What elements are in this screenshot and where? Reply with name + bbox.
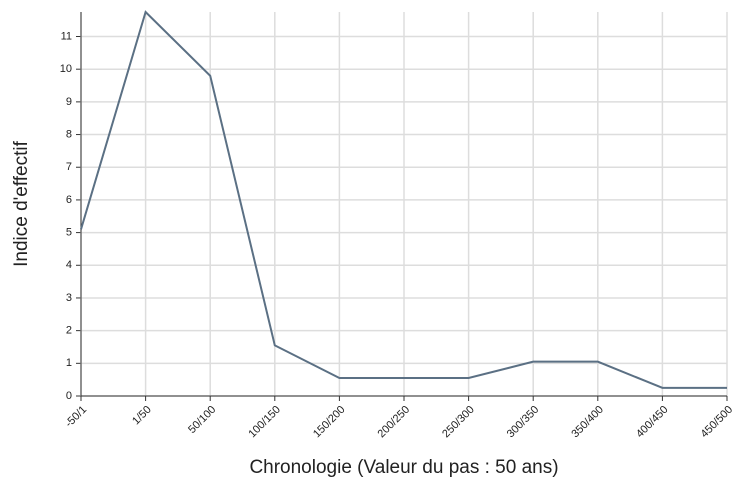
y-tick-label: 10: [60, 63, 72, 75]
y-tick-label: 2: [66, 325, 72, 337]
x-tick-label: 150/200: [311, 404, 348, 441]
y-tick-label: 6: [66, 194, 72, 206]
x-tick-label: 450/500: [699, 404, 736, 441]
x-tick-label: 350/400: [569, 404, 606, 441]
y-tick-label: 9: [66, 96, 72, 108]
y-tick-label: 5: [66, 227, 72, 239]
x-tick-label: 250/300: [440, 404, 477, 441]
x-tick-label: 1/50: [130, 404, 154, 428]
x-tick-label: 50/100: [186, 404, 218, 436]
y-tick-label: 11: [61, 30, 72, 42]
y-tick-label: 0: [66, 390, 72, 402]
x-tick-label: -50/1: [63, 404, 89, 430]
y-axis-label: Indice d'effectif: [11, 140, 32, 267]
y-tick-label: 8: [66, 128, 72, 140]
x-tick-label: 200/250: [376, 404, 413, 441]
x-axis-label: Chronologie (Valeur du pas : 50 ans): [249, 457, 558, 478]
y-tick-label: 7: [66, 161, 72, 173]
y-tick-label: 3: [66, 292, 72, 304]
y-tick-label: 1: [66, 357, 72, 369]
x-tick-label: 300/350: [505, 404, 542, 441]
y-tick-label: 4: [66, 259, 72, 271]
x-tick-label: 100/150: [246, 404, 283, 441]
x-tick-label: 400/450: [634, 404, 671, 441]
line: [80, 10, 727, 389]
